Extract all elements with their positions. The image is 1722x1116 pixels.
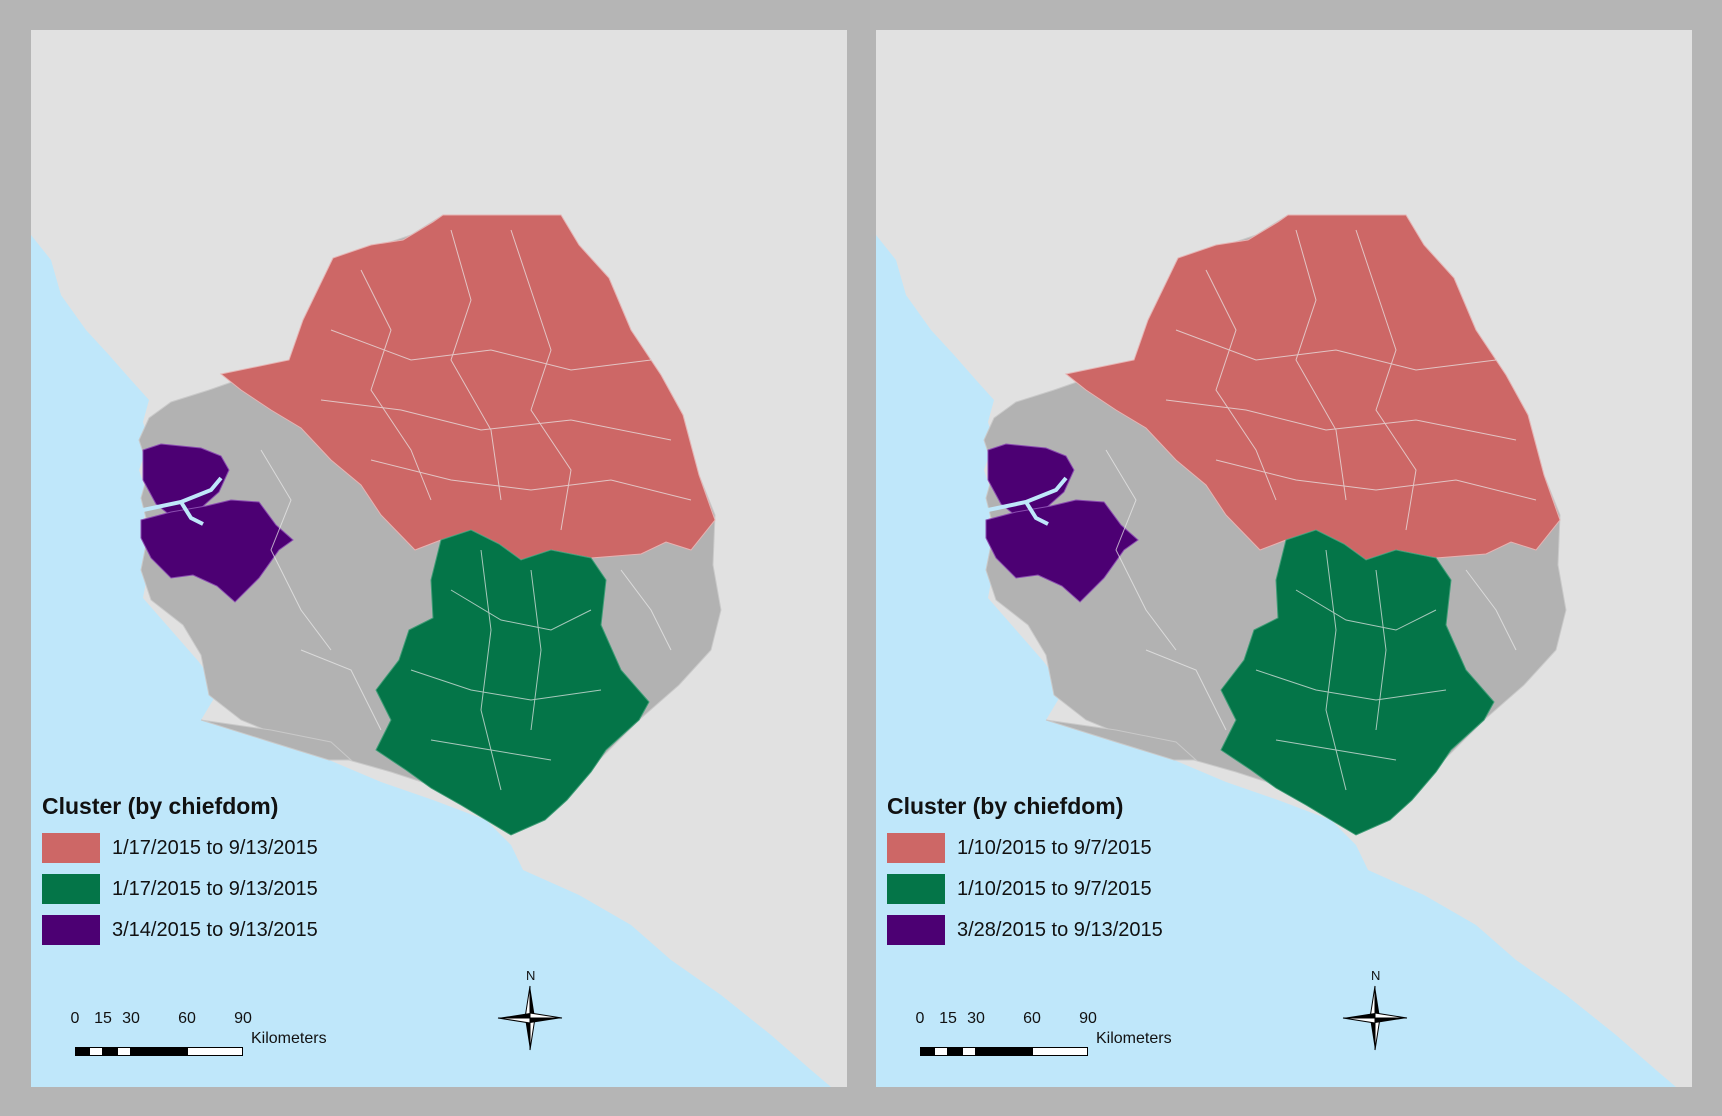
legend-item: 3/28/2015 to 9/13/2015 [887, 914, 1163, 946]
scale-segment [920, 1047, 934, 1056]
scale-tick-label: 0 [70, 1010, 80, 1027]
estuary [987, 476, 1068, 526]
north-label: N [1371, 968, 1381, 983]
scale-tick-label: 15 [94, 1010, 112, 1027]
peninsula [200, 719, 353, 761]
scale-tick-label: 30 [967, 1010, 985, 1027]
legend-label: 3/14/2015 to 9/13/2015 [112, 918, 318, 941]
ocean [876, 235, 1676, 1087]
legend-item: 1/17/2015 to 9/13/2015 [42, 873, 318, 905]
legend-label: 1/17/2015 to 9/13/2015 [112, 836, 318, 859]
legend: Cluster (by chiefdom) 1/10/2015 to 9/7/2… [887, 793, 1163, 955]
legend-title: Cluster (by chiefdom) [887, 793, 1124, 819]
legend-title: Cluster (by chiefdom) [42, 793, 279, 819]
legend-label: 1/10/2015 to 9/7/2015 [957, 836, 1152, 859]
scale-segment [934, 1047, 948, 1056]
cluster-green-region [1220, 529, 1495, 836]
scale-tick-label: 15 [939, 1010, 957, 1027]
legend-label: 1/10/2015 to 9/7/2015 [957, 877, 1152, 900]
scale-bar: 0 15 30 60 90 Kilometers [71, 1010, 375, 1070]
scale-segment [103, 1047, 117, 1056]
map-panel-right: Cluster (by chiefdom) 1/10/2015 to 9/7/2… [876, 30, 1692, 1087]
legend-swatch-purple [887, 915, 945, 945]
scale-segment [187, 1047, 243, 1056]
cluster-purple-north [987, 443, 1075, 521]
legend-swatch-green [887, 874, 945, 904]
chiefdom-boundaries [260, 229, 692, 791]
legend: Cluster (by chiefdom) 1/17/2015 to 9/13/… [42, 793, 318, 955]
peninsula [1045, 719, 1198, 761]
scale-segment [131, 1047, 187, 1056]
legend-item: 1/17/2015 to 9/13/2015 [42, 832, 318, 864]
legend-swatch-purple [42, 915, 100, 945]
scale-segment [75, 1047, 89, 1056]
scale-segment [948, 1047, 962, 1056]
legend-swatch-green [42, 874, 100, 904]
scale-tick-label: 90 [1079, 1010, 1097, 1027]
scale-tick-label: 60 [1023, 1010, 1041, 1027]
legend-swatch-red [42, 833, 100, 863]
scale-unit-label: Kilometers [1096, 1030, 1172, 1047]
scale-tick-label: 30 [122, 1010, 140, 1027]
legend-label: 3/28/2015 to 9/13/2015 [957, 918, 1163, 941]
scale-segment [117, 1047, 131, 1056]
cluster-green-region [375, 529, 650, 836]
legend-item: 1/10/2015 to 9/7/2015 [887, 832, 1163, 864]
scale-bar: 0 15 30 60 90 Kilometers [916, 1010, 1220, 1070]
north-arrow: N [495, 968, 565, 1068]
cluster-red-region [219, 214, 716, 561]
scale-tick-label: 90 [234, 1010, 252, 1027]
compass-icon [497, 985, 563, 1051]
north-label: N [526, 968, 536, 983]
cluster-purple-north [142, 443, 230, 521]
north-arrow: N [1340, 968, 1410, 1068]
legend-item: 3/14/2015 to 9/13/2015 [42, 914, 318, 946]
chiefdom-boundaries [1105, 229, 1537, 791]
ocean [31, 235, 831, 1087]
scale-tick-label: 60 [178, 1010, 196, 1027]
scale-tick-label: 0 [915, 1010, 925, 1027]
scale-segment [89, 1047, 103, 1056]
cluster-red-region [1064, 214, 1561, 561]
legend-swatch-red [887, 833, 945, 863]
scale-unit-label: Kilometers [251, 1030, 327, 1047]
map-canvas [31, 214, 831, 1087]
legend-label: 1/17/2015 to 9/13/2015 [112, 877, 318, 900]
map-panel-left: Cluster (by chiefdom) 1/17/2015 to 9/13/… [31, 30, 847, 1087]
legend-item: 1/10/2015 to 9/7/2015 [887, 873, 1163, 905]
scale-segment [1032, 1047, 1088, 1056]
cluster-purple-south [985, 499, 1139, 603]
scale-segment [962, 1047, 976, 1056]
compass-icon [1342, 985, 1408, 1051]
scale-segment [976, 1047, 1032, 1056]
map-canvas [876, 214, 1676, 1087]
cluster-purple-south [140, 499, 294, 603]
estuary [142, 476, 223, 526]
